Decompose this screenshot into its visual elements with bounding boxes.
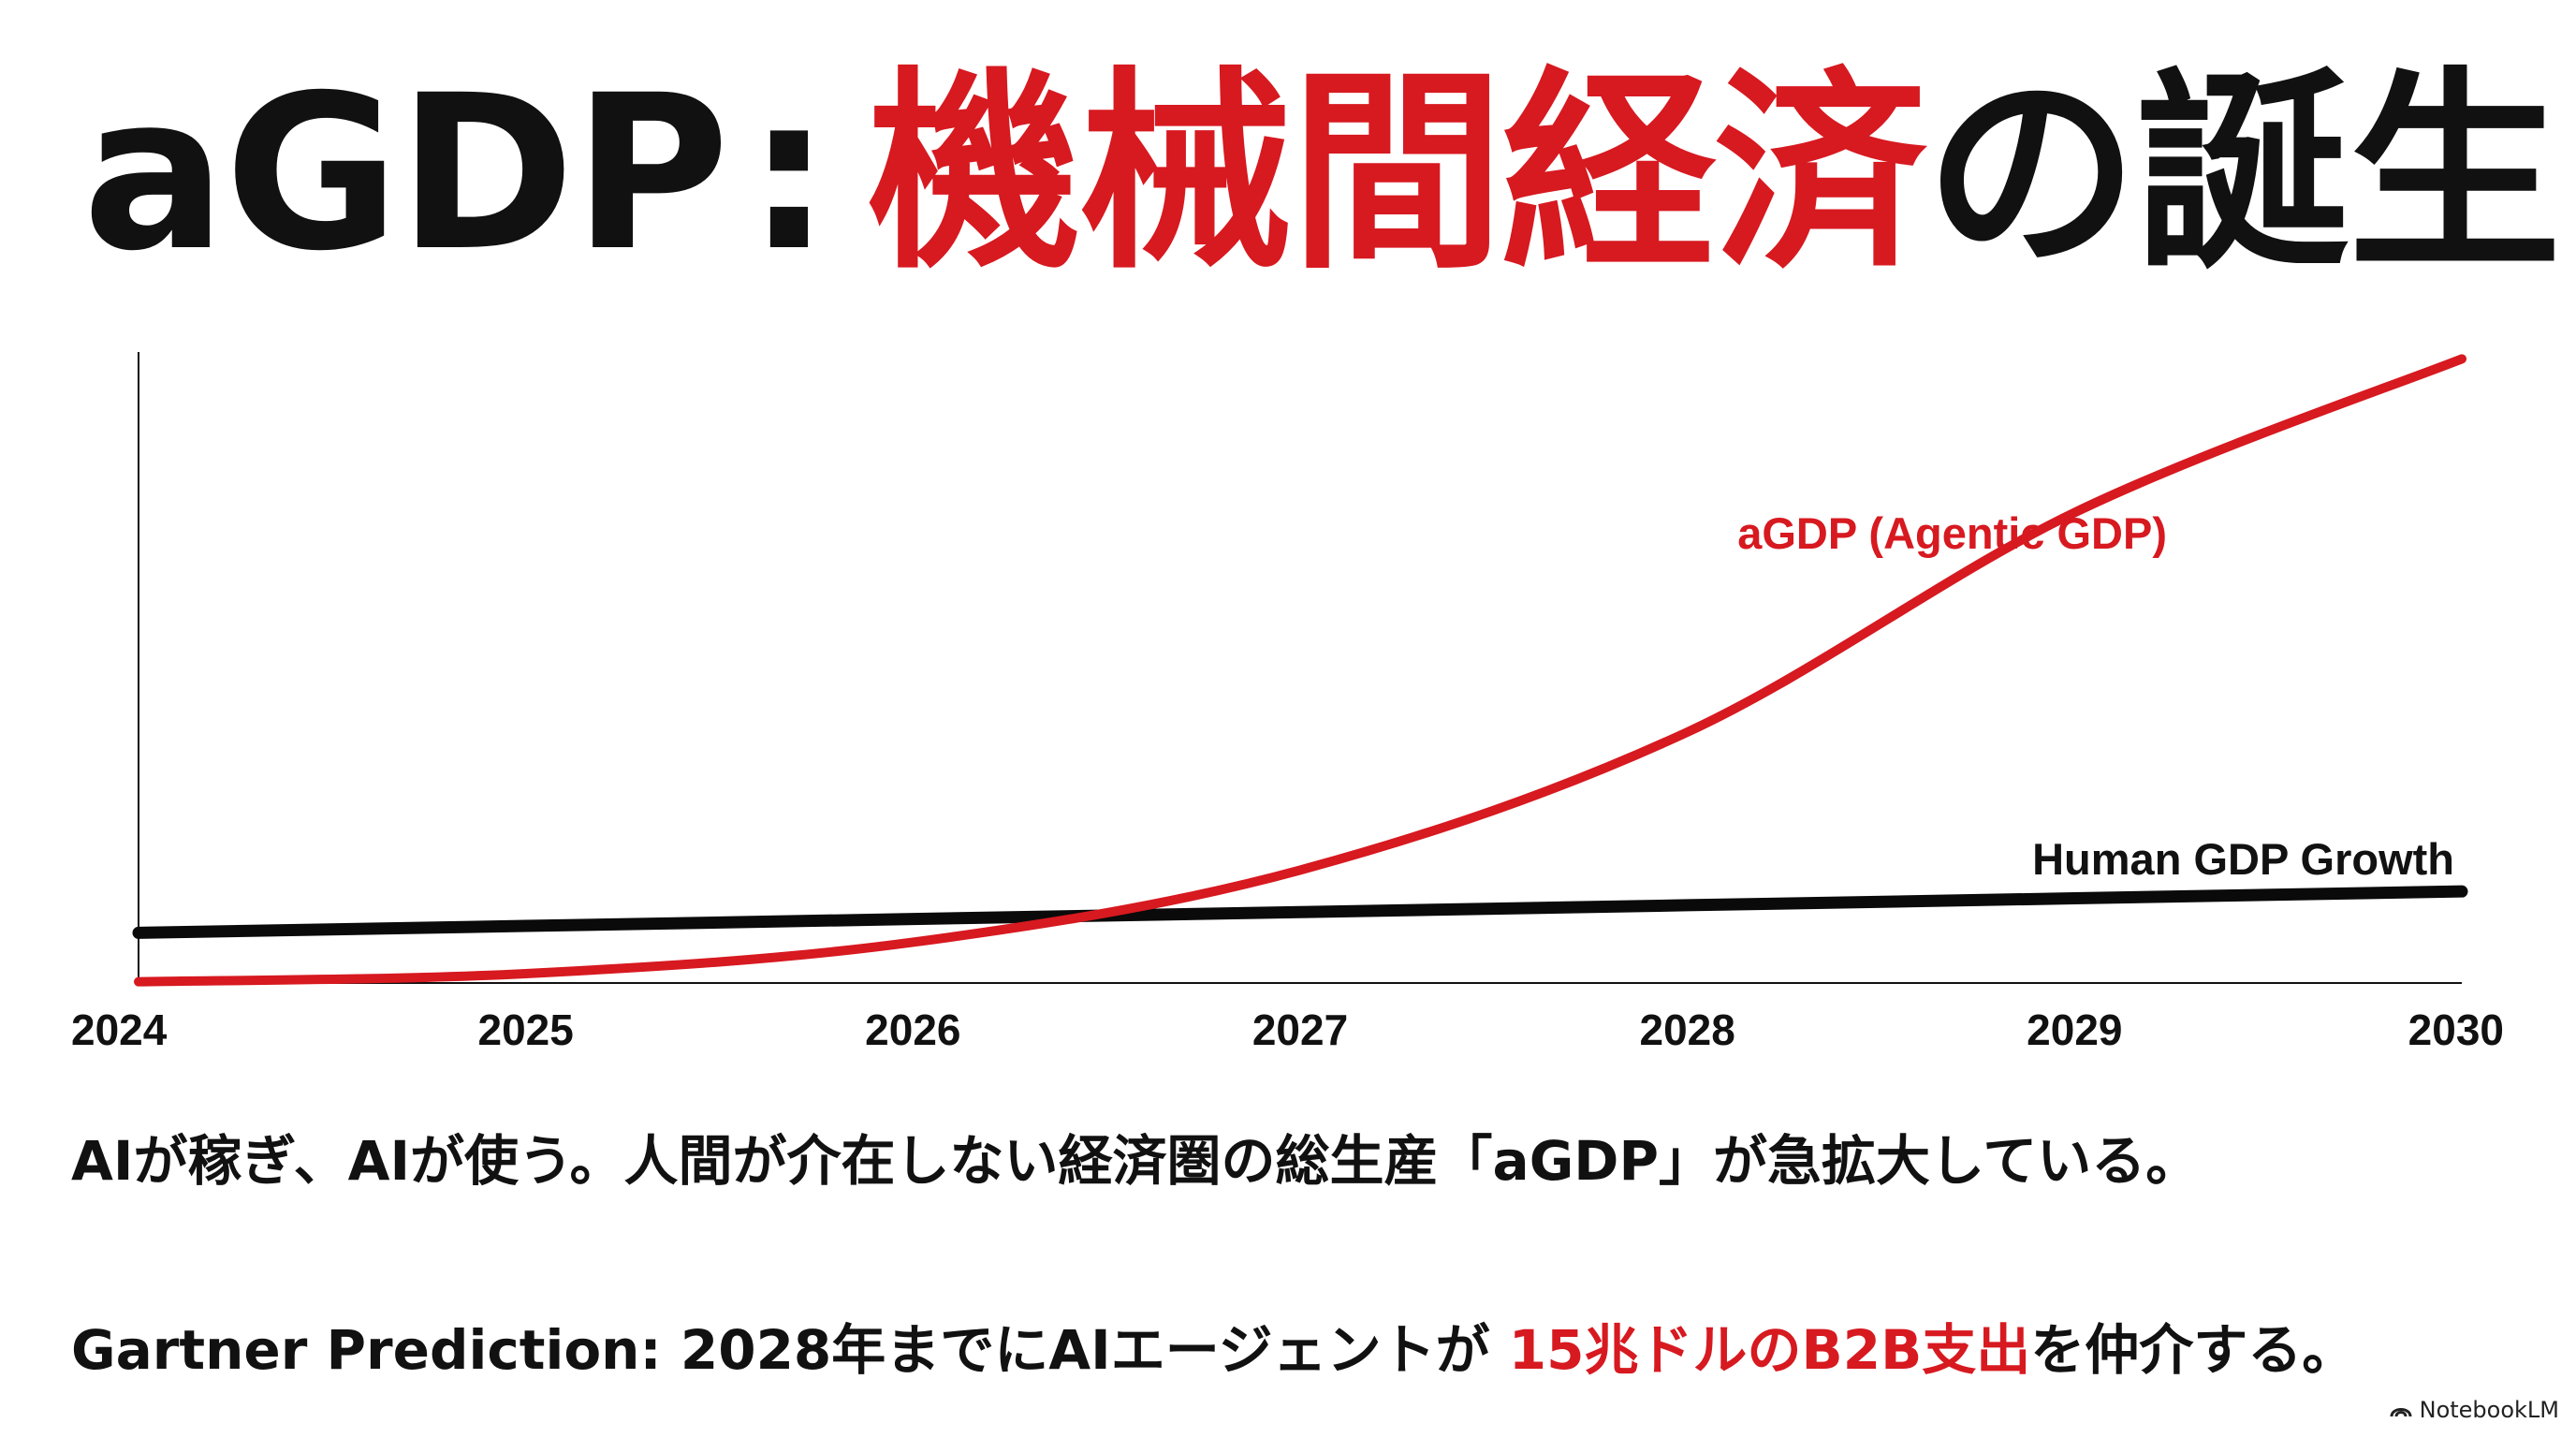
x-tick-label-2026: 2026 [865,1005,960,1054]
x-tick-label-2029: 2029 [2027,1005,2122,1054]
caption-gartner-prediction: Gartner Prediction: 2028年までにAIエージェントが 15… [71,1313,2524,1387]
title-highlight: 機械間経済 [867,49,1927,298]
series-line-human-gdp-growth [132,885,2468,939]
caption-agdp-definition: AIが稼ぎ、AIが使う。人間が介在しない経済圏の総生産「aGDP」が急拡大してい… [71,1129,2201,1193]
brand-label: NotebookLM [2419,1397,2559,1423]
brand-watermark: NotebookLM [2390,1397,2559,1423]
x-tick-label-2028: 2028 [1639,1005,1734,1054]
x-tick-label-2027: 2027 [1252,1005,1348,1054]
x-tick-label-2024: 2024 [71,1005,168,1054]
page-title: aGDP: 機械間経済の誕生 [82,37,2562,309]
title-colon: : [746,49,831,298]
x-tick-label-2025: 2025 [477,1005,573,1054]
notebooklm-icon [2390,1408,2412,1417]
caption-gartner-suffix: を仲介する。 [2030,1318,2357,1382]
series-label-human-gdp-growth: Human GDP Growth [2032,834,2454,884]
title-suffix: の誕生 [1925,49,2562,298]
agdp-growth-chart: 2024 2025 2026 2027 2028 2029 2030 aGDP (Agenti… [71,352,2504,1054]
caption-gartner-prefix: Gartner Prediction: 2028年までにAIエージェントが [71,1318,1509,1382]
title-prefix: aGDP [82,49,729,298]
series-line-agdp [134,354,2466,987]
caption-gartner-highlight: 15兆ドルのB2B支出 [1508,1318,2031,1382]
x-tick-label-2030: 2030 [2408,1005,2504,1054]
series-label-agdp: aGDP (Agentic GDP) [1737,508,2167,558]
